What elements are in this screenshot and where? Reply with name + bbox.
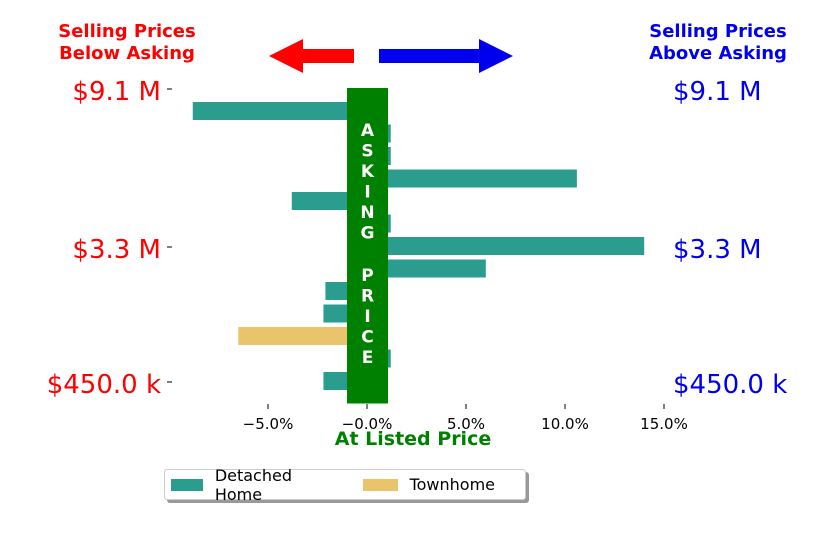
asking-letter-7: P [361, 266, 373, 286]
above-asking-label: Selling Prices Above Asking [649, 21, 787, 64]
y-tick-label-left-1: $3.3 M [72, 235, 161, 265]
asking-letter-11: E [362, 348, 374, 368]
left-arrow-icon [269, 39, 354, 73]
asking-price-rect [347, 88, 388, 404]
bars-group [192, 102, 645, 390]
below-asking-label: Selling Prices Below Asking [58, 21, 196, 64]
x-tick-label-1: −0.0% [342, 415, 393, 433]
legend-swatch-townhome [362, 478, 398, 491]
arrows [269, 39, 513, 73]
x-tick-label-3: 10.0% [541, 415, 589, 433]
asking-letter-1: S [361, 142, 373, 162]
bar-townhome-10 [238, 327, 367, 345]
asking-letter-0: A [361, 121, 375, 141]
x-tick-label-4: 15.0% [640, 415, 688, 433]
legend-label-detached: Detached Home [214, 465, 292, 504]
x-axis-label: At Listed Price [335, 428, 491, 450]
asking-letter-8: R [361, 287, 374, 307]
y-tick-label-right-0: $9.1 M [673, 77, 762, 107]
bar-detached-0 [192, 102, 367, 120]
x-tick-label-0: −5.0% [243, 415, 294, 433]
bar-detached-7 [367, 259, 486, 278]
bar-detached-6 [367, 237, 645, 255]
y-tick-label-left-2: $450.0 k [47, 370, 161, 400]
legend: Detached Home Townhome [164, 466, 526, 504]
y-tick-label-right-2: $450.0 k [673, 370, 787, 400]
y-axis-right: $9.1 M $3.3 M $450.0 k [673, 77, 787, 400]
x-tick-label-2: 5.0% [447, 415, 485, 433]
asking-letter-5: G [361, 224, 375, 244]
asking-letter-4: N [360, 203, 374, 223]
y-tick-label-left-0: $9.1 M [72, 77, 161, 107]
legend-swatch-detached [171, 478, 203, 491]
bar-detached-3 [367, 169, 577, 188]
y-axis-left: $9.1 M $3.3 M $450.0 k [47, 77, 172, 400]
asking-letter-10: C [361, 328, 373, 348]
x-axis: −5.0% −0.0% 5.0% 10.0% 15.0% [190, 403, 688, 433]
legend-item-townhome: Townhome [362, 475, 495, 494]
legend-label-townhome: Townhome [409, 475, 495, 494]
right-arrow-icon [379, 39, 513, 73]
asking-letter-2: K [361, 162, 375, 182]
y-tick-label-right-1: $3.3 M [673, 235, 762, 265]
legend-item-detached: Detached Home [171, 466, 333, 504]
asking-letter-9: I [364, 307, 370, 327]
asking-letter-3: I [364, 183, 370, 203]
